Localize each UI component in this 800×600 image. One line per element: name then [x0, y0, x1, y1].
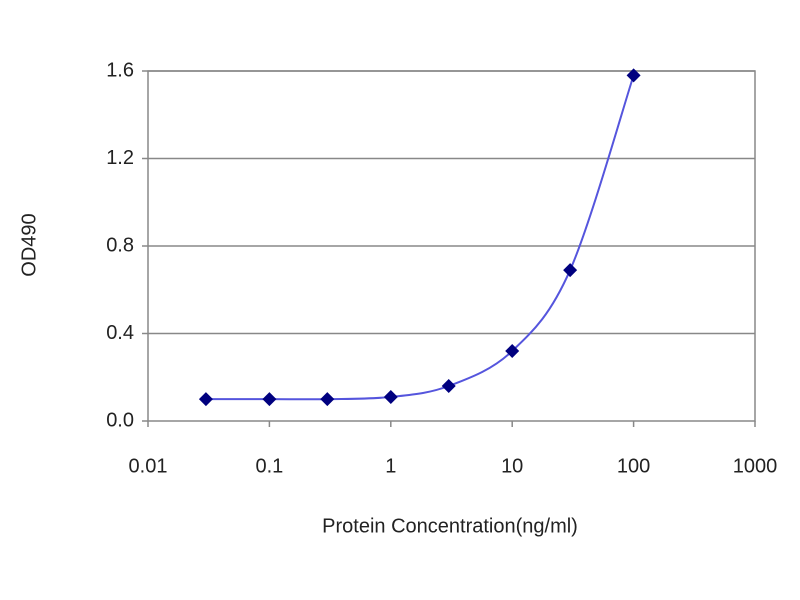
data-point [198, 392, 213, 407]
data-point [320, 392, 335, 407]
y-tick-label: 0.8 [106, 234, 134, 256]
y-tick-label: 1.2 [106, 147, 134, 169]
x-tick-label: 0.1 [255, 455, 283, 477]
x-axis-label: Protein Concentration(ng/ml) [322, 515, 578, 537]
x-tick-label: 100 [617, 455, 650, 477]
x-tick-label: 0.01 [129, 455, 168, 477]
y-tick-label: 0.4 [106, 322, 134, 344]
x-tick-label: 1 [385, 455, 396, 477]
y-axis-label: OD490 [18, 213, 40, 276]
data-point [441, 379, 456, 393]
x-tick-label: 10 [501, 455, 523, 477]
y-tick-label: 0.0 [106, 409, 134, 431]
data-point [626, 68, 641, 83]
data-point [563, 263, 578, 278]
data-point [262, 392, 277, 407]
data-point [505, 344, 520, 358]
y-tick-label: 1.6 [106, 59, 134, 81]
x-tick-label: 1000 [733, 455, 778, 477]
data-point [383, 389, 398, 404]
